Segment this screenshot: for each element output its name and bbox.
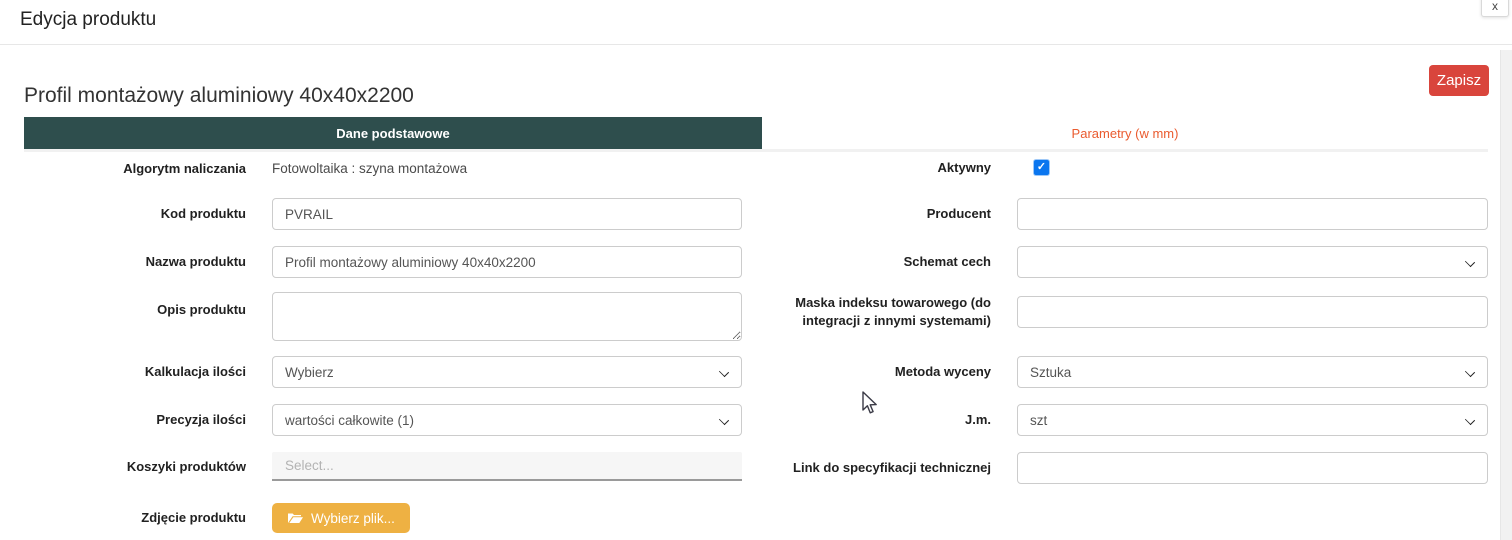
chevron-down-icon	[1464, 256, 1476, 268]
check-icon: ✓	[1036, 161, 1047, 174]
label-schemat-cech: Schemat cech	[903, 254, 991, 270]
label-maska-indeksu: Maska indeksu towarowego (do integracji …	[795, 295, 991, 328]
chevron-down-icon	[1464, 366, 1476, 378]
link-specyfikacji-input[interactable]	[1017, 452, 1488, 484]
row-precyzja-ilosci: Precyzja ilości wartości całkowite (1)	[24, 404, 742, 436]
window-title: Edycja produktu	[20, 9, 157, 30]
choose-file-label: Wybierz plik...	[311, 510, 395, 526]
precyzja-ilosci-value: wartości całkowite (1)	[285, 412, 415, 428]
label-opis-produktu: Opis produktu	[157, 302, 246, 317]
kalkulacja-ilosci-value: Wybierz	[285, 364, 334, 380]
label-link-specyfikacji: Link do specyfikacji technicznej	[793, 460, 991, 476]
label-producent: Producent	[926, 206, 991, 222]
metoda-wyceny-select[interactable]: Sztuka	[1017, 356, 1488, 388]
row-koszyki-produktow: Koszyki produktów Select...	[24, 452, 742, 481]
label-nazwa-produktu: Nazwa produktu	[145, 254, 246, 270]
header-divider	[0, 44, 1512, 45]
tab-dane-podstawowe-label: Dane podstawowe	[336, 125, 450, 141]
row-nazwa-produktu: Nazwa produktu	[24, 246, 742, 278]
row-metoda-wyceny: Metoda wyceny Sztuka	[766, 356, 1488, 388]
page-title: Profil montażowy aluminiowy 40x40x2200	[24, 84, 414, 107]
row-aktywny: Aktywny ✓	[766, 159, 1488, 177]
label-aktywny: Aktywny	[937, 160, 991, 175]
row-kalkulacja-ilosci: Kalkulacja ilości Wybierz	[24, 356, 742, 388]
choose-file-button[interactable]: Wybierz plik...	[272, 503, 410, 533]
nazwa-produktu-input[interactable]	[272, 246, 742, 278]
close-button[interactable]: x	[1481, 0, 1509, 17]
precyzja-ilosci-select[interactable]: wartości całkowite (1)	[272, 404, 742, 436]
koszyki-produktow-select[interactable]: Select...	[272, 452, 742, 481]
row-opis-produktu: Opis produktu	[24, 292, 742, 341]
save-button[interactable]: Zapisz	[1429, 65, 1489, 96]
tab-bar: Dane podstawowe Parametry (w mm)	[24, 117, 1488, 152]
label-algorytm-naliczania: Algorytm naliczania	[123, 161, 246, 176]
label-precyzja-ilosci: Precyzja ilości	[156, 412, 246, 428]
folder-open-icon	[288, 513, 303, 523]
label-zdjecie-produktu: Zdjęcie produktu	[141, 510, 246, 526]
aktywny-checkbox[interactable]: ✓	[1034, 160, 1049, 176]
tab-parametry-label: Parametry (w mm)	[1071, 125, 1179, 141]
producent-input[interactable]	[1017, 198, 1488, 230]
chevron-down-icon	[718, 366, 730, 378]
label-koszyki-produktow: Koszyki produktów	[126, 458, 246, 474]
row-schemat-cech: Schemat cech	[766, 246, 1488, 278]
chevron-down-icon	[1464, 414, 1476, 426]
jm-select[interactable]: szt	[1017, 404, 1488, 436]
row-algorytm-naliczania: Algorytm naliczania Fotowoltaika : szyna…	[24, 160, 742, 178]
tab-dane-podstawowe[interactable]: Dane podstawowe	[24, 117, 762, 149]
kod-produktu-input[interactable]	[272, 198, 742, 230]
chevron-down-icon	[718, 414, 730, 426]
row-maska-indeksu: Maska indeksu towarowego (do integracji …	[766, 294, 1488, 329]
maska-indeksu-input[interactable]	[1017, 295, 1488, 328]
row-zdjecie-produktu: Zdjęcie produktu Wybierz plik...	[24, 503, 742, 533]
row-jm: J.m. szt	[766, 404, 1488, 436]
vertical-scrollbar[interactable]	[1500, 50, 1512, 540]
koszyki-produktow-placeholder: Select...	[285, 458, 334, 473]
row-link-specyfikacji: Link do specyfikacji technicznej	[766, 452, 1488, 484]
opis-produktu-textarea[interactable]	[272, 292, 742, 341]
metoda-wyceny-value: Sztuka	[1030, 364, 1072, 380]
algorytm-naliczania-value: Fotowoltaika : szyna montażowa	[272, 161, 468, 177]
label-kalkulacja-ilosci: Kalkulacja ilości	[144, 364, 246, 380]
kalkulacja-ilosci-select[interactable]: Wybierz	[272, 356, 742, 388]
label-metoda-wyceny: Metoda wyceny	[894, 364, 991, 380]
tab-parametry[interactable]: Parametry (w mm)	[762, 117, 1488, 149]
schemat-cech-select[interactable]	[1017, 246, 1488, 278]
label-jm: J.m.	[964, 412, 991, 428]
row-producent: Producent	[766, 198, 1488, 230]
label-kod-produktu: Kod produktu	[160, 206, 246, 222]
row-kod-produktu: Kod produktu	[24, 198, 742, 230]
jm-value: szt	[1030, 412, 1048, 428]
